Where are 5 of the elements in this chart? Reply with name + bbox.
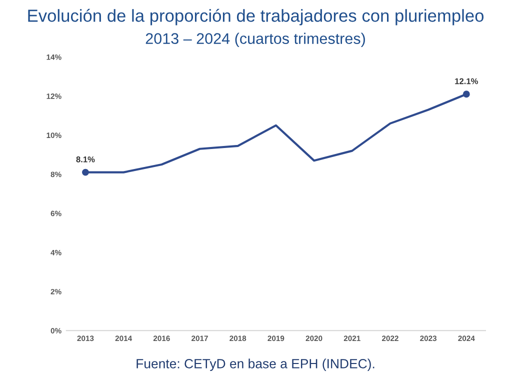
chart-title: Evolución de la proporción de trabajadores con pluriempleo — [28, 8, 484, 26]
source-note: Fuente: CETyD en base a EPH (INDEC). — [136, 358, 374, 371]
data-label: 12.1% — [455, 78, 478, 84]
chart-subtitle: 2013 – 2024 (cuartos trimestres) — [146, 32, 365, 48]
data-label: 8.1% — [76, 156, 95, 162]
